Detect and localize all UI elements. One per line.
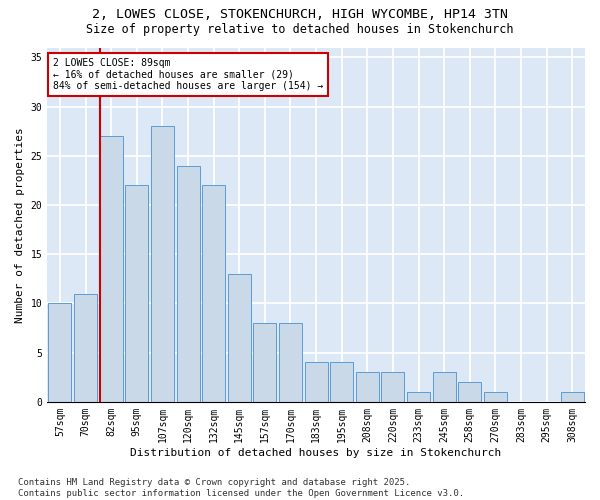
Bar [176,166,200,402]
Bar [407,392,430,402]
Bar [49,304,71,402]
Bar [433,372,455,402]
Text: Size of property relative to detached houses in Stokenchurch: Size of property relative to detached ho… [86,22,514,36]
Text: Contains HM Land Registry data © Crown copyright and database right 2025.
Contai: Contains HM Land Registry data © Crown c… [18,478,464,498]
X-axis label: Distribution of detached houses by size in Stokenchurch: Distribution of detached houses by size … [130,448,502,458]
Bar [202,186,225,402]
Bar [125,186,148,402]
Bar [74,294,97,402]
Bar [458,382,481,402]
Bar [151,126,174,402]
Text: 2, LOWES CLOSE, STOKENCHURCH, HIGH WYCOMBE, HP14 3TN: 2, LOWES CLOSE, STOKENCHURCH, HIGH WYCOM… [92,8,508,20]
Bar [484,392,507,402]
Y-axis label: Number of detached properties: Number of detached properties [15,127,25,322]
Bar [228,274,251,402]
Text: 2 LOWES CLOSE: 89sqm
← 16% of detached houses are smaller (29)
84% of semi-detac: 2 LOWES CLOSE: 89sqm ← 16% of detached h… [53,58,323,92]
Bar [330,362,353,402]
Bar [279,323,302,402]
Bar [253,323,277,402]
Bar [382,372,404,402]
Bar [560,392,584,402]
Bar [100,136,123,402]
Bar [356,372,379,402]
Bar [305,362,328,402]
